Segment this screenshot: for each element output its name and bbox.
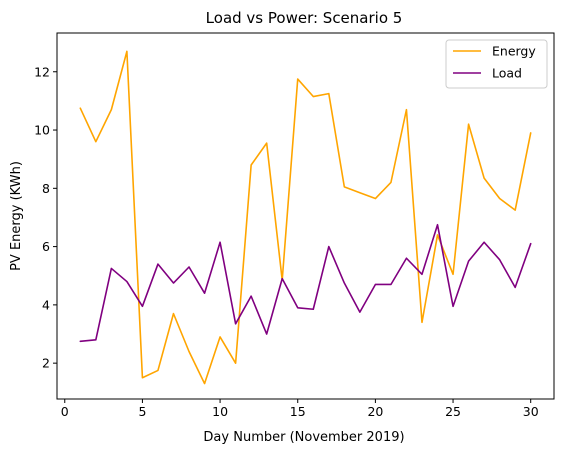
axes-frame (56, 32, 555, 400)
series-layer (79, 50, 532, 385)
x-tick-label: 30 (523, 404, 539, 419)
x-axis: 0 5 10 15 20 25 30 (61, 399, 539, 419)
y-tick-label: 6 (42, 239, 50, 254)
x-tick-label: 10 (212, 404, 228, 419)
chart-title: Load vs Power: Scenario 5 (206, 9, 403, 27)
legend-label-load: Load (492, 66, 522, 81)
y-axis-label: PV Energy (KWh) (9, 161, 24, 271)
x-tick-label: 20 (367, 404, 383, 419)
y-tick-label: 4 (42, 297, 50, 312)
x-axis-label: Day Number (November 2019) (203, 430, 404, 445)
x-tick-label: 0 (61, 404, 69, 419)
y-axis: 2 4 6 8 10 12 (34, 64, 57, 371)
legend-box (445, 39, 548, 89)
y-tick-label: 8 (42, 181, 50, 196)
legend: Energy Load (445, 39, 548, 89)
y-tick-label: 10 (34, 123, 50, 138)
legend-label-energy: Energy (492, 44, 536, 59)
series-line-energy (79, 50, 532, 385)
x-tick-label: 15 (290, 404, 306, 419)
y-tick-label: 12 (34, 64, 50, 79)
series-line-load (79, 223, 532, 343)
y-tick-label: 2 (42, 356, 50, 371)
x-tick-label: 5 (138, 404, 146, 419)
x-tick-label: 25 (445, 404, 461, 419)
